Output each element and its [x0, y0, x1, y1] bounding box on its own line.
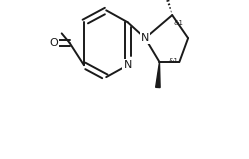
Text: &1: &1: [168, 58, 178, 64]
Text: N: N: [124, 60, 132, 70]
Polygon shape: [156, 62, 160, 88]
Text: &1: &1: [174, 20, 184, 26]
Text: N: N: [141, 33, 149, 43]
Text: O: O: [49, 38, 58, 48]
